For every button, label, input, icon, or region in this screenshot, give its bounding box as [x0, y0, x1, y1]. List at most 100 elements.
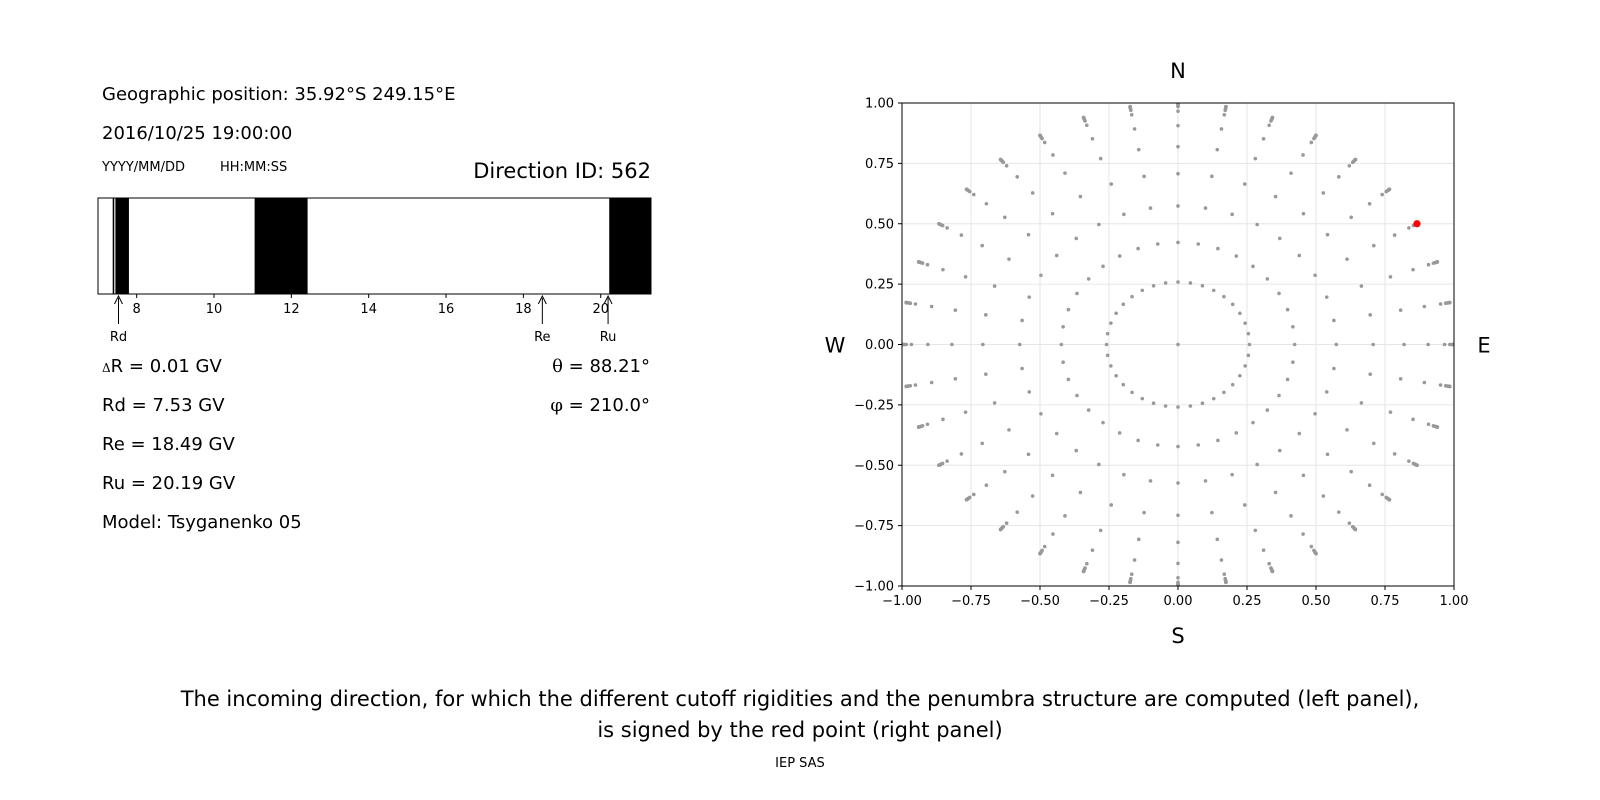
direction-point — [1030, 191, 1035, 195]
direction-point — [1196, 242, 1201, 246]
direction-point — [1422, 380, 1427, 385]
direction-point — [1309, 544, 1314, 549]
direction-point — [1075, 291, 1079, 296]
direction-point — [1085, 123, 1089, 128]
direction-point — [1435, 425, 1440, 429]
direction-point — [1246, 353, 1251, 358]
direction-point — [1255, 462, 1259, 467]
direction-point — [1301, 211, 1306, 216]
time-format-label: HH:MM:SS — [220, 160, 288, 175]
direction-point — [1309, 140, 1314, 145]
marker-label: Ru — [600, 330, 617, 345]
direction-point — [1368, 313, 1372, 317]
direction-point — [971, 192, 976, 197]
direction-point — [1063, 171, 1067, 175]
marker-label: Rd — [110, 330, 127, 345]
direction-point — [937, 221, 941, 226]
direction-point — [1085, 561, 1089, 566]
direction-point — [963, 410, 968, 414]
direction-point — [1017, 342, 1022, 347]
direction-point — [1176, 144, 1180, 149]
direction-point — [1203, 206, 1208, 210]
direction-point — [1277, 291, 1281, 296]
direction-point — [1224, 580, 1228, 585]
direction-point — [1081, 115, 1086, 120]
direction-point — [1415, 463, 1419, 468]
direction-point — [1117, 254, 1122, 258]
direction-point — [1129, 112, 1134, 117]
direction-point — [1211, 396, 1216, 401]
x-tick-label: 0.75 — [1371, 594, 1400, 609]
direction-point — [1324, 390, 1329, 394]
y-tick-label: 0.75 — [865, 157, 894, 172]
direction-point — [1054, 431, 1059, 436]
delta-r-stat: ΔR = 0.01 GV — [102, 356, 222, 377]
direction-point — [1224, 104, 1228, 109]
direction-point — [1050, 211, 1055, 216]
y-tick-label: 1.00 — [865, 97, 894, 112]
direction-point — [1371, 342, 1375, 347]
direction-point — [1090, 548, 1095, 552]
direction-point — [971, 492, 976, 497]
direction-point — [1075, 393, 1079, 398]
direction-point — [984, 202, 989, 206]
direction-point — [1200, 283, 1205, 288]
x-tick-label: −0.75 — [951, 594, 991, 609]
direction-point — [1392, 452, 1397, 456]
direction-point — [1051, 153, 1055, 157]
direction-point — [1332, 318, 1336, 323]
direction-point — [964, 187, 969, 192]
direction-point — [1367, 202, 1372, 206]
delta-r-text: R = 0.01 GV — [110, 356, 222, 377]
direction-point — [1142, 174, 1146, 179]
direction-point — [909, 342, 914, 347]
direction-point — [1176, 342, 1180, 347]
direction-point — [1388, 275, 1393, 279]
direction-point — [1109, 321, 1113, 325]
direction-point — [1336, 175, 1341, 179]
direction-point — [1297, 431, 1302, 436]
direction-point — [1411, 417, 1415, 422]
direction-point — [1176, 540, 1180, 545]
direction-point — [1105, 331, 1110, 336]
penumbra-chart: 8 10 12 14 16 18 20 Rd Re Ru — [97, 197, 652, 345]
direction-point — [1015, 175, 1020, 179]
direction-point — [1243, 364, 1247, 368]
direction-point — [1114, 373, 1118, 378]
direction-point — [1285, 307, 1290, 312]
direction-point — [1130, 390, 1134, 395]
direction-point — [1438, 383, 1443, 387]
geo-position: Geographic position: 35.92°S 249.15°E — [102, 84, 456, 105]
direction-point — [1059, 342, 1064, 347]
x-tick-label: 18 — [515, 302, 532, 317]
direction-point — [1321, 494, 1326, 498]
theta-stat: θ = 88.21° — [552, 356, 650, 377]
direction-point — [1122, 212, 1126, 217]
direction-point — [1122, 472, 1126, 477]
direction-point — [1407, 226, 1411, 230]
direction-point — [1289, 171, 1293, 175]
direction-point — [1277, 236, 1282, 241]
direction-point — [1265, 408, 1270, 412]
direction-point — [1325, 452, 1330, 457]
direction-point — [1285, 377, 1290, 382]
direction-point — [1109, 182, 1114, 186]
direction-point — [1038, 551, 1042, 556]
direction-point — [1042, 140, 1047, 145]
direction-point — [1243, 321, 1247, 325]
direction-point — [1222, 390, 1226, 395]
direction-point — [1291, 360, 1295, 365]
direction-point — [1234, 254, 1239, 258]
direction-point — [1442, 342, 1447, 347]
direction-point — [1349, 469, 1353, 474]
direction-point — [1242, 503, 1247, 507]
direction-point — [1216, 246, 1220, 251]
direction-point — [1188, 404, 1193, 408]
direction-point — [1027, 390, 1032, 394]
direction-point — [1026, 232, 1031, 237]
direction-point — [1030, 494, 1035, 498]
direction-point — [1314, 551, 1318, 556]
direction-point — [913, 302, 918, 306]
direction-point — [1398, 308, 1403, 312]
direction-point — [1109, 364, 1113, 368]
